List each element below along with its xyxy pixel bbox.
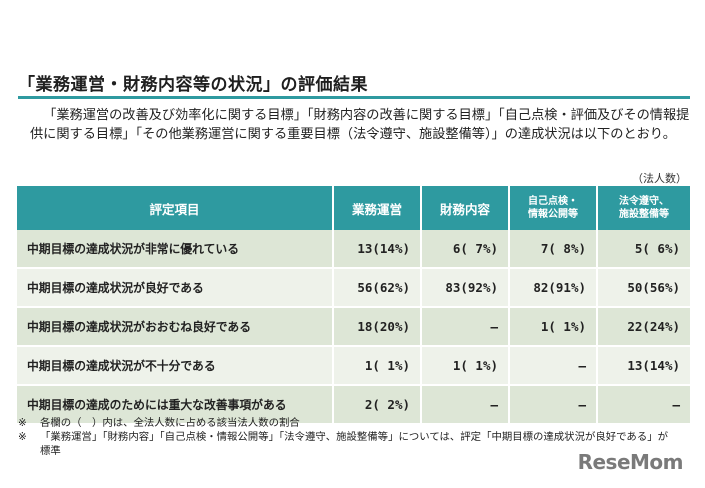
cell-finance: – bbox=[421, 307, 510, 347]
cell-self-inspection: 1( 1%) bbox=[509, 307, 598, 347]
cell-self-inspection: – bbox=[509, 385, 598, 425]
intro-paragraph: 「業務運営の改善及び効率化に関する目標」「財務内容の改善に関する目標」「自己点検… bbox=[30, 108, 690, 142]
cell-operations: 1( 1%) bbox=[333, 346, 422, 386]
table-row: 中期目標の達成状況がおおむね良好である 18(20%) – 1( 1%) 22(… bbox=[17, 307, 690, 347]
table-row: 中期目標の達成状況が不十分である 1( 1%) 1( 1%) – 13(14%) bbox=[17, 346, 690, 386]
cell-operations: 18(20%) bbox=[333, 307, 422, 347]
cell-operations: 13(14%) bbox=[333, 230, 422, 269]
footnotes: ※ 各欄の（ ）内は、全法人数に占める該当法人数の割合 ※ 「業務運営」「財務内… bbox=[18, 416, 678, 458]
row-item: 中期目標の達成状況が良好である bbox=[17, 268, 334, 308]
header-item: 評定項目 bbox=[17, 186, 334, 230]
table-row: 中期目標の達成のためには重大な改善事項がある 2( 2%) – – – bbox=[17, 385, 690, 425]
cell-compliance: – bbox=[597, 385, 690, 425]
footnote-text: 各欄の（ ）内は、全法人数に占める該当法人数の割合 bbox=[40, 417, 300, 429]
header-compliance-line2: 施設整備等 bbox=[619, 209, 669, 220]
footnote-mark: ※ bbox=[18, 417, 27, 429]
cell-operations: 56(62%) bbox=[333, 268, 422, 308]
evaluation-table: 評定項目 業務運営 財務内容 自己点検・ 情報公開等 法令遵守、 施設整備等 中… bbox=[17, 186, 690, 425]
cell-self-inspection: 7( 8%) bbox=[509, 230, 598, 269]
table-header-row: 評定項目 業務運営 財務内容 自己点検・ 情報公開等 法令遵守、 施設整備等 bbox=[17, 186, 690, 230]
row-item: 中期目標の達成状況が非常に優れている bbox=[17, 230, 334, 269]
cell-compliance: 22(24%) bbox=[597, 307, 690, 347]
footnote: ※ 「業務運営」「財務内容」「自己点検・情報公開等」「法令遵守、施設整備等」につ… bbox=[18, 430, 678, 458]
resemom-logo: ReseMom bbox=[577, 450, 684, 474]
cell-operations: 2( 2%) bbox=[333, 385, 422, 425]
footnote-text: 「業務運営」「財務内容」「自己点検・情報公開等」「法令遵守、施設整備等」について… bbox=[40, 431, 668, 457]
table-row: 中期目標の達成状況が良好である 56(62%) 83(92%) 82(91%) … bbox=[17, 268, 690, 308]
header-self-inspection: 自己点検・ 情報公開等 bbox=[509, 186, 598, 230]
cell-compliance: 50(56%) bbox=[597, 268, 690, 308]
table-row: 中期目標の達成状況が非常に優れている 13(14%) 6( 7%) 7( 8%)… bbox=[17, 230, 690, 269]
cell-finance: – bbox=[421, 385, 510, 425]
header-finance: 財務内容 bbox=[421, 186, 510, 230]
title-divider bbox=[18, 96, 690, 99]
page-title: 「業務運営・財務内容等の状況」の評価結果 bbox=[18, 75, 368, 95]
unit-label: （法人数） bbox=[632, 172, 687, 185]
header-operations: 業務運営 bbox=[333, 186, 422, 230]
footnote: ※ 各欄の（ ）内は、全法人数に占める該当法人数の割合 bbox=[18, 416, 678, 430]
cell-finance: 6( 7%) bbox=[421, 230, 510, 269]
cell-compliance: 13(14%) bbox=[597, 346, 690, 386]
cell-finance: 1( 1%) bbox=[421, 346, 510, 386]
cell-self-inspection: – bbox=[509, 346, 598, 386]
header-self-inspection-line1: 自己点検・ bbox=[528, 196, 578, 207]
footnote-mark: ※ bbox=[18, 431, 27, 443]
cell-finance: 83(92%) bbox=[421, 268, 510, 308]
row-item: 中期目標の達成状況がおおむね良好である bbox=[17, 307, 334, 347]
row-item: 中期目標の達成状況が不十分である bbox=[17, 346, 334, 386]
header-self-inspection-line2: 情報公開等 bbox=[528, 209, 578, 220]
row-item: 中期目標の達成のためには重大な改善事項がある bbox=[17, 385, 334, 425]
cell-self-inspection: 82(91%) bbox=[509, 268, 598, 308]
header-compliance-line1: 法令遵守、 bbox=[619, 196, 669, 207]
cell-compliance: 5( 6%) bbox=[597, 230, 690, 269]
header-compliance: 法令遵守、 施設整備等 bbox=[597, 186, 690, 230]
